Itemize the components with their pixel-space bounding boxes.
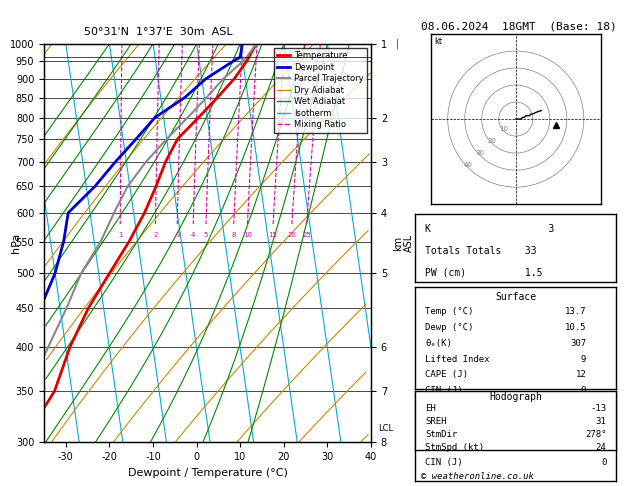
Text: 307: 307 (570, 339, 586, 348)
Text: 20: 20 (287, 232, 296, 238)
Text: CAPE (J): CAPE (J) (425, 370, 468, 380)
Text: CIN (J): CIN (J) (425, 386, 463, 395)
Text: 0: 0 (581, 386, 586, 395)
Text: Lifted Index: Lifted Index (425, 355, 490, 364)
Text: Dewp (°C): Dewp (°C) (425, 323, 474, 332)
Title: 50°31'N  1°37'E  30m  ASL: 50°31'N 1°37'E 30m ASL (84, 27, 233, 37)
Text: 13.7: 13.7 (565, 307, 586, 316)
Text: 1011: 1011 (585, 398, 606, 407)
Text: 24: 24 (596, 443, 606, 451)
Text: Surface: Surface (495, 292, 537, 302)
Text: 12: 12 (576, 370, 586, 380)
Text: 10: 10 (243, 232, 252, 238)
Text: 9: 9 (601, 428, 606, 437)
Text: K                    3: K 3 (425, 224, 554, 234)
Text: 25: 25 (303, 232, 311, 238)
Y-axis label: hPa: hPa (11, 233, 21, 253)
Text: CAPE (J): CAPE (J) (425, 443, 468, 451)
Text: 20: 20 (487, 138, 496, 144)
Text: Temp (°C): Temp (°C) (425, 307, 474, 316)
Text: 30: 30 (476, 150, 484, 156)
Text: kt: kt (434, 37, 442, 47)
Text: CIN (J): CIN (J) (425, 457, 463, 467)
Text: 278°: 278° (585, 430, 606, 439)
Text: StmSpd (kt): StmSpd (kt) (425, 443, 484, 451)
Text: Pressure (mb): Pressure (mb) (425, 398, 495, 407)
Text: 9: 9 (581, 355, 586, 364)
Text: SREH: SREH (425, 417, 447, 426)
Text: PW (cm)          1.5: PW (cm) 1.5 (425, 268, 543, 278)
Text: 307: 307 (590, 413, 606, 422)
Text: 12: 12 (596, 443, 606, 451)
Legend: Temperature, Dewpoint, Parcel Trajectory, Dry Adiabat, Wet Adiabat, Isotherm, Mi: Temperature, Dewpoint, Parcel Trajectory… (274, 48, 367, 133)
Text: Most Unstable: Most Unstable (477, 396, 554, 405)
Text: 4: 4 (191, 232, 196, 238)
Text: Lifted Index: Lifted Index (425, 428, 490, 437)
Text: LCL: LCL (377, 424, 392, 433)
Text: |: | (396, 38, 399, 49)
Text: Totals Totals    33: Totals Totals 33 (425, 246, 537, 256)
Text: StmDir: StmDir (425, 430, 457, 439)
Y-axis label: km
ASL: km ASL (392, 234, 415, 252)
Text: θₑ(K): θₑ(K) (425, 339, 452, 348)
Text: 3: 3 (175, 232, 179, 238)
Text: -13: -13 (590, 404, 606, 413)
X-axis label: Dewpoint / Temperature (°C): Dewpoint / Temperature (°C) (128, 468, 287, 478)
Text: 31: 31 (596, 417, 606, 426)
Text: 15: 15 (269, 232, 277, 238)
Text: 2: 2 (153, 232, 158, 238)
Text: 5: 5 (204, 232, 208, 238)
Text: EH: EH (425, 404, 436, 413)
Text: 8: 8 (231, 232, 236, 238)
Text: 0: 0 (601, 457, 606, 467)
Text: Hodograph: Hodograph (489, 392, 542, 402)
Text: θₑ (K): θₑ (K) (425, 413, 457, 422)
Text: 40: 40 (464, 162, 472, 168)
Text: 10: 10 (499, 126, 508, 132)
Text: 1: 1 (118, 232, 123, 238)
Text: 08.06.2024  18GMT  (Base: 18): 08.06.2024 18GMT (Base: 18) (421, 22, 617, 32)
Text: © weatheronline.co.uk: © weatheronline.co.uk (421, 472, 534, 481)
Text: 10.5: 10.5 (565, 323, 586, 332)
